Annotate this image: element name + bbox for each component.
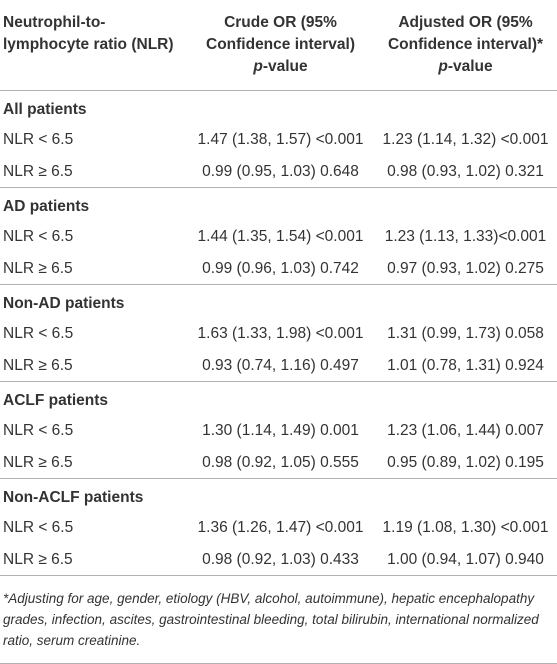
crude-or-cell: 0.98 (0.92, 1.05) 0.555 <box>202 454 359 471</box>
crude-or-cell: 1.47 (1.38, 1.57) <0.001 <box>197 131 364 148</box>
table-row: NLR ≥ 6.5 0.98 (0.92, 1.05) 0.555 0.95 (0.… <box>0 446 557 479</box>
crude-or-cell: 0.93 (0.74, 1.16) 0.497 <box>202 357 359 374</box>
group-title: AD patients <box>0 187 557 220</box>
table-row: NLR < 6.5 1.30 (1.14, 1.49) 0.001 1.23 (1.… <box>0 414 557 446</box>
row-label: NLR < 6.5 <box>3 131 74 148</box>
row-label: NLR ≥ 6.5 <box>3 260 73 277</box>
row-label: NLR < 6.5 <box>3 519 74 536</box>
header-nlr: Neutrophil-to-lymphocyte ratio (NLR) <box>0 0 187 91</box>
header-crude-p: p <box>253 58 263 75</box>
adjusted-or-cell: 1.00 (0.94, 1.07) 0.940 <box>387 551 544 568</box>
group-header-row: ACLF patients <box>0 381 557 414</box>
header-crude-or: Crude OR (95% Confidence interval) p-valu… <box>187 0 374 91</box>
row-label: NLR < 6.5 <box>3 228 74 245</box>
header-adjusted-p: p <box>438 58 448 75</box>
group-title: Non-ACLF patients <box>0 478 557 511</box>
row-label: NLR ≥ 6.5 <box>3 551 73 568</box>
header-crude-label: Crude OR (95% Confidence interval) <box>206 14 355 53</box>
adjusted-or-cell: 0.97 (0.93, 1.02) 0.275 <box>387 260 544 277</box>
adjusted-or-cell: 1.23 (1.06, 1.44) 0.007 <box>387 422 544 439</box>
crude-or-cell: 1.44 (1.35, 1.54) <0.001 <box>197 228 364 245</box>
group-title: ACLF patients <box>0 381 557 414</box>
crude-or-cell: 1.30 (1.14, 1.49) 0.001 <box>202 422 359 439</box>
table-row: NLR < 6.5 1.36 (1.26, 1.47) <0.001 1.19 (1… <box>0 511 557 543</box>
group-header-row: All patients <box>0 91 557 124</box>
footnote: *Adjusting for age, gender, etiology (HB… <box>0 575 557 664</box>
row-label: NLR ≥ 6.5 <box>3 454 73 471</box>
row-label: NLR ≥ 6.5 <box>3 357 73 374</box>
table-body: All patients NLR < 6.5 1.47 (1.38, 1.57) <… <box>0 91 557 576</box>
table-row: NLR < 6.5 1.63 (1.33, 1.98) <0.001 1.31 (0… <box>0 317 557 349</box>
table-row: NLR ≥ 6.5 0.99 (0.96, 1.03) 0.742 0.97 (0.… <box>0 252 557 285</box>
adjusted-or-cell: 1.23 (1.14, 1.32) <0.001 <box>382 131 549 148</box>
row-label: NLR < 6.5 <box>3 325 74 342</box>
crude-or-cell: 1.63 (1.33, 1.98) <0.001 <box>197 325 364 342</box>
table-row: NLR < 6.5 1.47 (1.38, 1.57) <0.001 1.23 (1… <box>0 123 557 155</box>
crude-or-cell: 0.98 (0.92, 1.03) 0.433 <box>202 551 359 568</box>
table-row: NLR ≥ 6.5 0.98 (0.92, 1.03) 0.433 1.00 (0.… <box>0 543 557 575</box>
adjusted-or-cell: 0.95 (0.89, 1.02) 0.195 <box>387 454 544 471</box>
crude-or-cell: 0.99 (0.96, 1.03) 0.742 <box>202 260 359 277</box>
group-title: Non-AD patients <box>0 284 557 317</box>
adjusted-or-cell: 1.01 (0.78, 1.31) 0.924 <box>387 357 544 374</box>
adjusted-or-cell: 1.31 (0.99, 1.73) 0.058 <box>387 325 544 342</box>
header-adjusted-label: Adjusted OR (95% Confidence interval)* <box>387 14 544 53</box>
header-nlr-label: Neutrophil-to-lymphocyte ratio (NLR) <box>3 14 174 53</box>
odds-ratio-table: Neutrophil-to-lymphocyte ratio (NLR) Cru… <box>0 0 557 576</box>
table-row: NLR ≥ 6.5 0.99 (0.95, 1.03) 0.648 0.98 (0.… <box>0 155 557 188</box>
adjusted-or-cell: 0.98 (0.93, 1.02) 0.321 <box>387 163 544 180</box>
table-row: NLR ≥ 6.5 0.93 (0.74, 1.16) 0.497 1.01 (0.… <box>0 349 557 382</box>
group-header-row: AD patients <box>0 187 557 220</box>
adjusted-or-cell: 1.19 (1.08, 1.30) <0.001 <box>382 519 549 536</box>
header-crude-p-suffix: -value <box>262 58 308 75</box>
adjusted-or-cell: 1.23 (1.13, 1.33)<0.001 <box>384 228 547 245</box>
row-label: NLR < 6.5 <box>3 422 74 439</box>
group-header-row: Non-ACLF patients <box>0 478 557 511</box>
crude-or-cell: 0.99 (0.95, 1.03) 0.648 <box>202 163 359 180</box>
header-adjusted-or: Adjusted OR (95% Confidence interval)* p-… <box>374 0 557 91</box>
table-row: NLR < 6.5 1.44 (1.35, 1.54) <0.001 1.23 (1… <box>0 220 557 252</box>
group-title: All patients <box>3 101 87 118</box>
row-label: NLR ≥ 6.5 <box>3 163 73 180</box>
header-adjusted-p-suffix: -value <box>447 58 493 75</box>
crude-or-cell: 1.36 (1.26, 1.47) <0.001 <box>197 519 364 536</box>
group-header-row: Non-AD patients <box>0 284 557 317</box>
table-header: Neutrophil-to-lymphocyte ratio (NLR) Cru… <box>0 0 557 91</box>
